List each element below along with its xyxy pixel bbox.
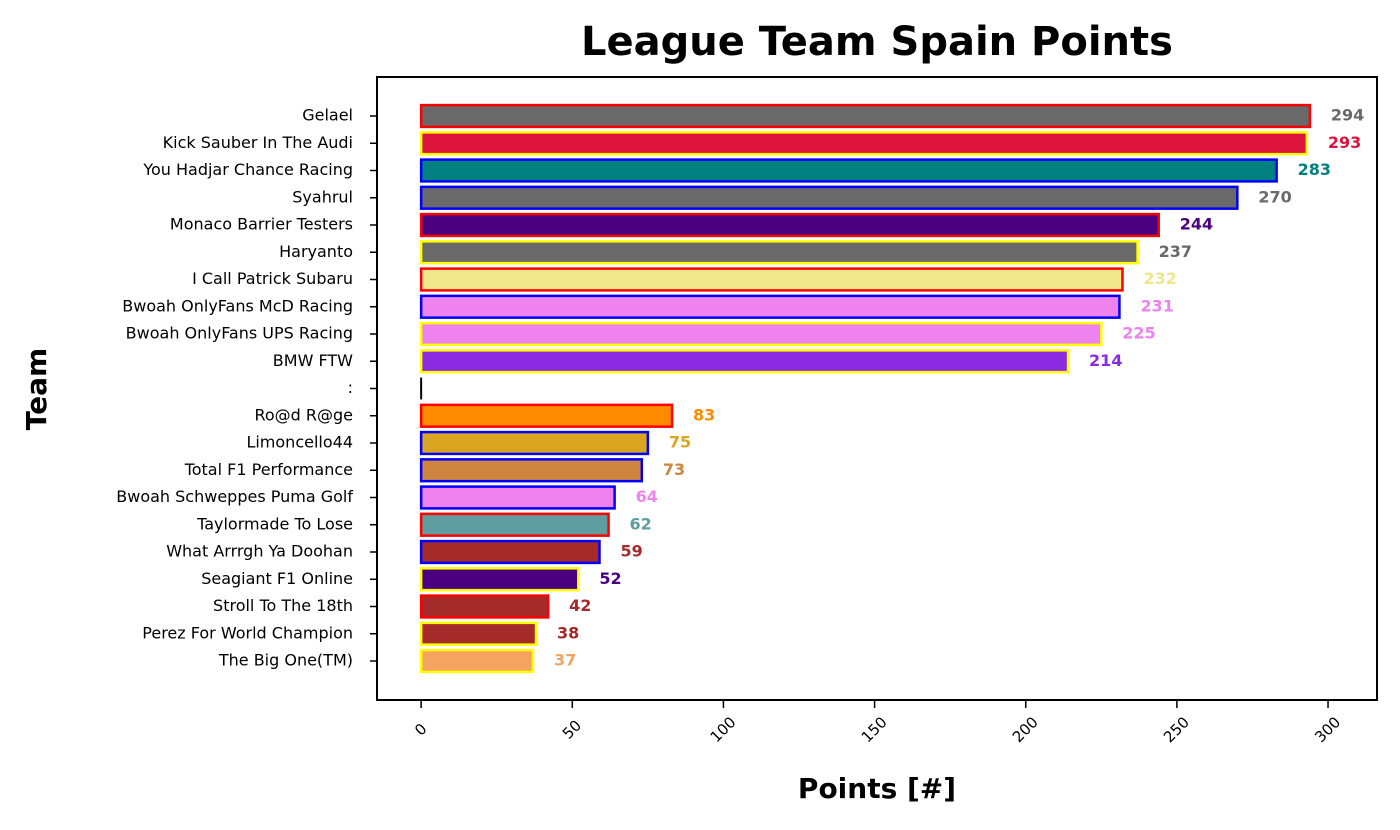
value-label: 244 xyxy=(1180,215,1213,234)
bar xyxy=(419,567,580,592)
value-label: 232 xyxy=(1143,269,1176,288)
y-tick-label: Bwoah OnlyFans UPS Racing xyxy=(126,324,353,343)
bar xyxy=(419,648,535,674)
bar xyxy=(419,403,674,428)
y-tick-label: Gelael xyxy=(302,106,353,125)
bar xyxy=(419,267,1124,292)
value-label: 83 xyxy=(693,405,715,424)
y-tick-label: Seagiant F1 Online xyxy=(201,569,353,588)
value-label: 42 xyxy=(569,596,591,615)
bar xyxy=(419,594,550,619)
y-tick-label: Taylormade To Lose xyxy=(196,514,353,533)
y-tick-label: : xyxy=(348,378,353,397)
bar xyxy=(419,185,1239,210)
value-label: 59 xyxy=(620,542,642,561)
x-axis-label: Points [#] xyxy=(798,772,956,805)
bar xyxy=(419,240,1139,265)
value-label: 37 xyxy=(554,651,576,670)
x-tick-label: 0 xyxy=(411,720,430,739)
value-label: 231 xyxy=(1140,296,1173,315)
bar xyxy=(419,103,1312,129)
y-tick-label: The Big One(TM) xyxy=(218,651,353,670)
value-label: 64 xyxy=(636,487,658,506)
value-label: 237 xyxy=(1159,242,1192,261)
y-tick-label: Kick Sauber In The Audi xyxy=(163,133,353,152)
value-label: 75 xyxy=(669,433,691,452)
value-label: 270 xyxy=(1258,187,1291,206)
y-tick-label: BMW FTW xyxy=(273,351,353,370)
value-label: 225 xyxy=(1122,324,1155,343)
x-tick-label: 100 xyxy=(707,713,740,746)
bar xyxy=(419,485,616,510)
x-tick-label: 200 xyxy=(1009,713,1042,746)
x-tick-label: 150 xyxy=(858,713,891,746)
bar xyxy=(419,131,1309,156)
y-tick-label: Stroll To The 18th xyxy=(213,596,353,615)
y-tick-label: I Call Patrick Subaru xyxy=(192,269,353,288)
y-tick-label: Perez For World Champion xyxy=(142,623,353,642)
bar xyxy=(419,512,610,537)
bar xyxy=(419,539,601,565)
y-tick-label: What Arrrgh Ya Doohan xyxy=(166,542,353,561)
y-tick-label: Bwoah Schweppes Puma Golf xyxy=(116,487,353,506)
y-tick-label: Limoncello44 xyxy=(246,433,353,452)
bar xyxy=(419,294,1121,319)
bar xyxy=(419,430,650,456)
bar xyxy=(419,158,1278,183)
x-tick-label: 50 xyxy=(559,717,585,743)
y-axis-label: Team xyxy=(20,348,53,430)
bar xyxy=(419,458,644,483)
x-tick-label: 250 xyxy=(1160,713,1193,746)
value-label: 294 xyxy=(1331,106,1364,125)
value-label: 214 xyxy=(1089,351,1122,370)
x-tick-label: 300 xyxy=(1311,713,1344,746)
value-label: 293 xyxy=(1328,133,1361,152)
y-tick-label: Total F1 Performance xyxy=(184,460,353,479)
bar xyxy=(419,621,538,646)
y-tick-label: Syahrul xyxy=(292,187,353,206)
bar xyxy=(419,349,1070,374)
chart-title: League Team Spain Points xyxy=(581,19,1173,65)
value-label: 73 xyxy=(663,460,685,479)
value-label: 38 xyxy=(557,623,579,642)
y-tick-label: Monaco Barrier Testers xyxy=(170,215,353,234)
value-label: 283 xyxy=(1298,160,1331,179)
y-tick-label: Bwoah OnlyFans McD Racing xyxy=(122,296,353,315)
value-label: 52 xyxy=(599,569,621,588)
bar xyxy=(419,321,1103,347)
y-tick-label: Ro@d R@ge xyxy=(254,405,353,424)
y-tick-label: Haryanto xyxy=(279,242,353,261)
value-label: 62 xyxy=(630,514,652,533)
y-tick-label: You Hadjar Chance Racing xyxy=(142,160,353,179)
bar xyxy=(419,212,1160,238)
